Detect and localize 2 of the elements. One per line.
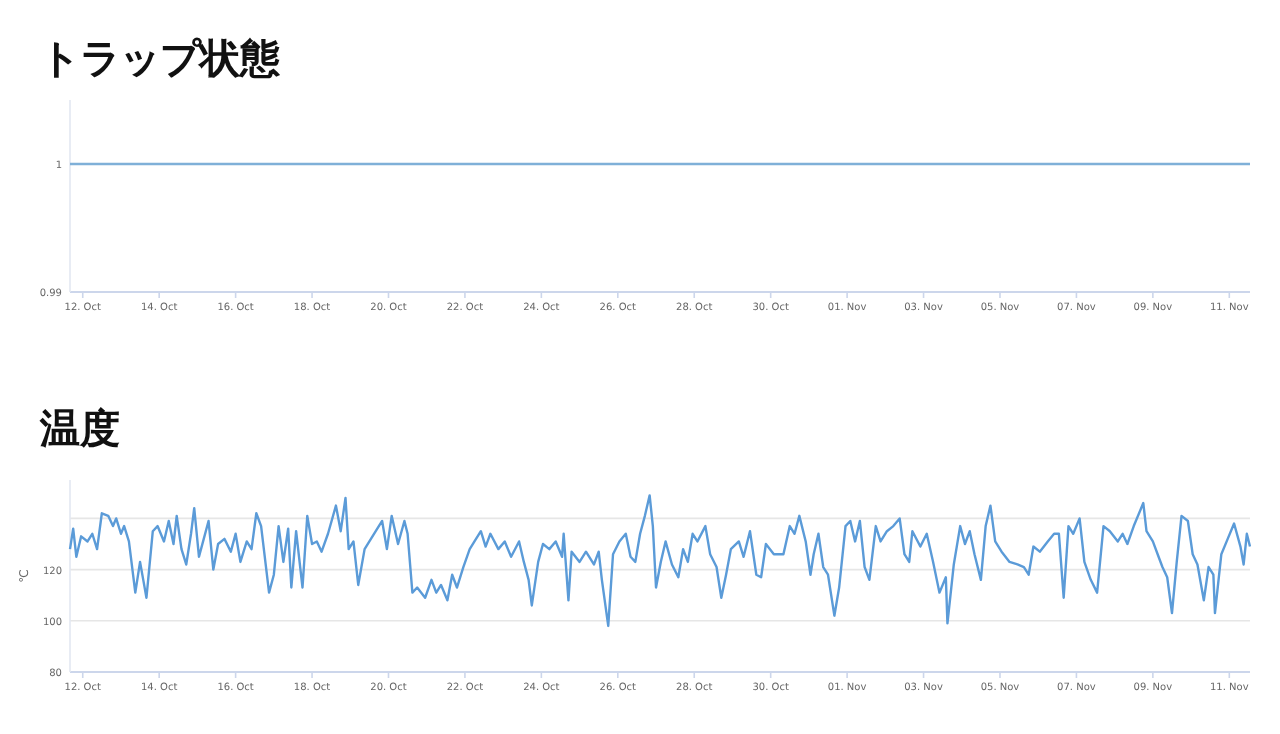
- chart-title: 温度: [38, 404, 120, 452]
- chart-title: トラップ状態: [40, 34, 282, 82]
